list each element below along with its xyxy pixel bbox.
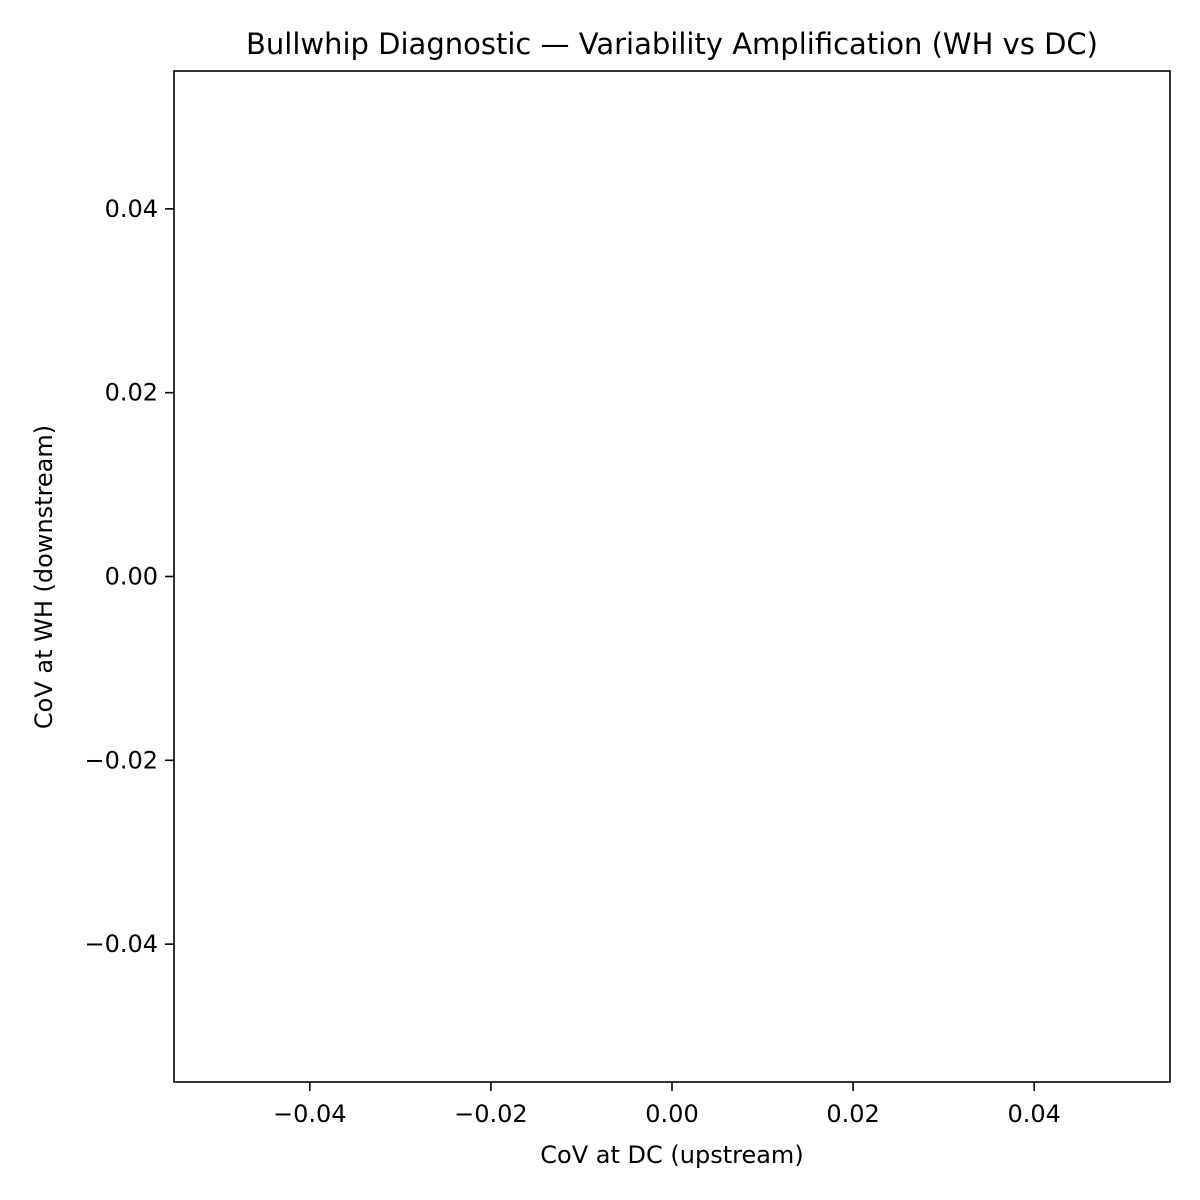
y-axis-label: CoV at WH (downstream) [30, 425, 58, 729]
x-tick-label: −0.04 [273, 1100, 347, 1128]
x-tick-label: −0.02 [454, 1100, 528, 1128]
y-tick-label: 0.04 [105, 195, 158, 223]
plot-area [173, 70, 1171, 1083]
x-axis-ticks: −0.04 −0.02 0.00 0.02 0.04 [273, 1082, 1061, 1128]
x-tick-label: 0.02 [826, 1100, 879, 1128]
y-tick-label: 0.00 [105, 563, 158, 591]
x-tick-label: 0.00 [645, 1100, 698, 1128]
y-tick-label: −0.02 [84, 746, 158, 774]
y-tick-label: −0.04 [84, 930, 158, 958]
y-tick-label: 0.02 [105, 379, 158, 407]
x-axis-label: CoV at DC (upstream) [540, 1141, 803, 1169]
y-axis-ticks: −0.04 −0.02 0.00 0.02 0.04 [84, 195, 174, 958]
x-tick-label: 0.04 [1007, 1100, 1060, 1128]
chart-title: Bullwhip Diagnostic — Variability Amplif… [246, 27, 1098, 61]
